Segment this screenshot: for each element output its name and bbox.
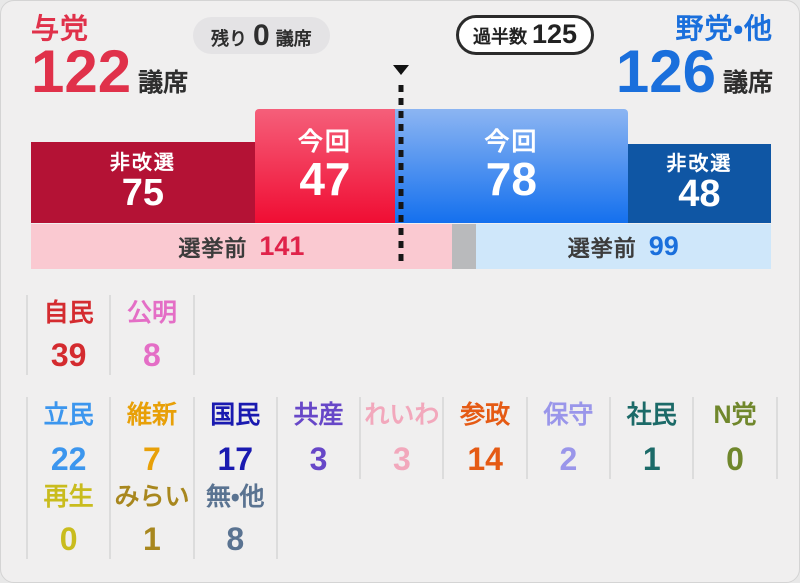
party-cell: 社民 1 <box>609 397 692 479</box>
majority-label: 過半数 <box>473 27 527 47</box>
opposition-bloc-seats: 126 議席 <box>615 38 773 106</box>
pre-ruling-value: 141 <box>259 231 305 261</box>
pre-election-bar: 選挙前 141 選挙前 99 <box>31 224 771 269</box>
party-name: 無・他 <box>205 483 265 511</box>
party-cell: 共産 3 <box>275 397 359 479</box>
opposition-bloc-total: 126 <box>615 38 716 106</box>
triangle-down-icon <box>393 65 409 75</box>
remaining-seats-pill: 残り 0 議席 <box>193 17 330 54</box>
ruling-bloc-seats: 122 議席 <box>31 38 189 106</box>
party-cell: 国民 17 <box>192 397 276 479</box>
pre-ruling-segment: 選挙前 141 <box>31 224 452 269</box>
opposition-bloc-header: 野党・他 126 議席 <box>615 13 773 106</box>
party-cell: 保守 2 <box>525 397 609 479</box>
seat-bar-field: 非改選 75 今回 47 今回 78 非改選 48 選挙前 141 <box>31 1 771 271</box>
party-cell: 立民 22 <box>26 397 109 479</box>
party-name: 再生 <box>43 483 94 511</box>
party-seats: 0 <box>59 521 78 557</box>
party-seats: 2 <box>559 441 578 477</box>
party-name: 参政 <box>460 401 511 429</box>
ruling-now-segment: 今回 47 <box>254 109 396 223</box>
remaining-prefix: 残り <box>211 29 247 49</box>
remaining-value: 0 <box>253 19 270 52</box>
opposition-now-value: 78 <box>485 153 537 206</box>
party-name: 社民 <box>626 401 677 429</box>
ruling-non-contested-segment: 非改選 75 <box>31 142 255 223</box>
party-cell: みらい 1 <box>109 479 192 559</box>
party-seats: 3 <box>309 441 328 477</box>
party-seats: 17 <box>217 441 254 477</box>
opposition-non-contested-label: 非改選 <box>666 153 733 176</box>
majority-value: 125 <box>532 19 578 49</box>
ruling-bloc-name: 与党 <box>31 13 90 44</box>
party-cell: N党 0 <box>692 397 775 479</box>
party-row-opposition: 立民 22 維新 7 国民 17 共産 3 れいわ 3 参政 14 保守 2 社民 1 N党 0 <box>26 397 778 479</box>
party-seats: 22 <box>50 441 87 477</box>
pre-opposition-label: 選挙前 <box>567 235 637 261</box>
party-name: 公明 <box>126 299 177 327</box>
opposition-now-label: 今回 <box>484 127 539 156</box>
party-cell: 自民 39 <box>26 295 109 375</box>
party-cell: れいわ 3 <box>359 397 442 479</box>
party-cell: 参政 14 <box>442 397 525 479</box>
majority-dotted-line <box>398 85 404 267</box>
pre-gap-segment <box>451 224 476 269</box>
party-seats: 0 <box>726 441 744 477</box>
majority-pill: 過半数 125 <box>456 15 595 55</box>
party-name: 立民 <box>43 401 94 429</box>
party-name: N党 <box>713 401 757 429</box>
opposition-non-contested-value: 48 <box>678 173 721 216</box>
party-cell: 維新 7 <box>109 397 192 479</box>
party-seats: 39 <box>50 337 87 373</box>
party-seats: 1 <box>143 521 161 557</box>
party-row-others: 再生 0 みらい 1 無・他 8 <box>26 479 278 559</box>
ruling-non-contested-label: 非改選 <box>109 152 176 175</box>
ruling-non-contested-value: 75 <box>121 172 165 215</box>
party-seats: 3 <box>392 441 411 477</box>
pre-opposition-value: 99 <box>648 231 679 261</box>
party-cell: 公明 8 <box>109 295 192 375</box>
ruling-bloc-total: 122 <box>31 38 132 106</box>
opposition-non-contested-segment: 非改選 48 <box>627 144 771 223</box>
party-name: 保守 <box>543 401 594 429</box>
pre-ruling-label: 選挙前 <box>178 235 248 261</box>
party-name: 自民 <box>43 299 94 327</box>
opposition-bloc-name: 野党・他 <box>675 13 773 44</box>
party-seats: 1 <box>642 441 661 477</box>
party-cell: 無・他 8 <box>192 479 276 559</box>
party-name: 共産 <box>293 401 344 429</box>
party-seats: 7 <box>143 441 161 477</box>
party-seats: 8 <box>143 337 161 373</box>
party-row-ruling: 自民 39 公明 8 <box>26 295 195 375</box>
remaining-suffix: 議席 <box>275 29 312 49</box>
party-seats: 8 <box>226 521 245 557</box>
ruling-seat-unit: 議席 <box>138 69 189 98</box>
opposition-seat-unit: 議席 <box>722 69 773 98</box>
opposition-now-segment: 今回 78 <box>395 109 628 223</box>
party-name: 維新 <box>126 401 177 429</box>
ruling-now-label: 今回 <box>297 127 352 156</box>
ruling-bloc-header: 与党 122 議席 <box>31 13 189 106</box>
seat-bar: 非改選 75 今回 47 今回 78 非改選 48 <box>31 109 771 223</box>
party-cell: 再生 0 <box>26 479 109 559</box>
party-name: みらい <box>114 483 190 511</box>
pre-opposition-segment: 選挙前 99 <box>475 224 771 269</box>
party-seats: 14 <box>467 441 503 477</box>
party-name: 国民 <box>210 401 261 429</box>
party-name: れいわ <box>364 401 440 429</box>
ruling-now-value: 47 <box>299 153 351 206</box>
